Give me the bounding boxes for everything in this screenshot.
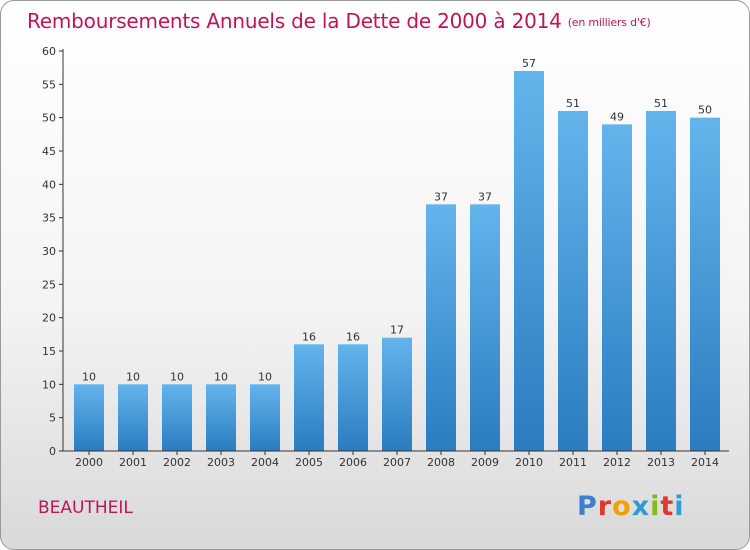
x-tick-label: 2014 <box>691 456 719 469</box>
bar-2011 <box>558 111 588 451</box>
x-tick-label: 2009 <box>471 456 499 469</box>
y-tick-label: 60 <box>42 45 56 58</box>
x-tick-label: 2006 <box>339 456 367 469</box>
y-tick-label: 45 <box>42 145 56 158</box>
x-tick-label: 2001 <box>119 456 147 469</box>
bar-value-label: 51 <box>566 97 580 110</box>
bar-2009 <box>470 204 500 451</box>
y-tick-label: 5 <box>49 412 56 425</box>
bar-value-label: 16 <box>346 330 360 343</box>
bar-2002 <box>162 384 192 451</box>
bar-2006 <box>338 344 368 451</box>
bar-2005 <box>294 344 324 451</box>
x-tick-label: 2008 <box>427 456 455 469</box>
y-tick-label: 20 <box>42 312 56 325</box>
bar-value-label: 49 <box>610 110 624 123</box>
bar-value-label: 50 <box>698 104 712 117</box>
x-tick-label: 2012 <box>603 456 631 469</box>
x-tick-label: 2011 <box>559 456 587 469</box>
x-tick-label: 2013 <box>647 456 675 469</box>
bar-2007 <box>382 337 412 451</box>
y-tick-label: 55 <box>42 78 56 91</box>
bar-value-label: 37 <box>434 190 448 203</box>
x-tick-label: 2002 <box>163 456 191 469</box>
x-tick-label: 2010 <box>515 456 543 469</box>
y-tick-label: 40 <box>42 178 56 191</box>
bar-value-label: 51 <box>654 97 668 110</box>
y-tick-label: 10 <box>42 378 56 391</box>
bar-2010 <box>514 71 544 451</box>
chart-subtitle: (en milliers d'€) <box>567 16 651 29</box>
x-tick-label: 2004 <box>251 456 279 469</box>
y-tick-label: 15 <box>42 345 56 358</box>
y-tick-label: 0 <box>49 445 56 458</box>
bar-2008 <box>426 204 456 451</box>
bar-value-label: 10 <box>126 370 140 383</box>
bar-2013 <box>646 111 676 451</box>
x-tick-label: 2007 <box>383 456 411 469</box>
x-tick-label: 2005 <box>295 456 323 469</box>
bar-2004 <box>250 384 280 451</box>
bar-value-label: 17 <box>390 324 404 337</box>
bar-value-label: 37 <box>478 190 492 203</box>
bar-value-label: 16 <box>302 330 316 343</box>
bar-value-label: 10 <box>214 370 228 383</box>
x-tick-label: 2000 <box>75 456 103 469</box>
bar-2003 <box>206 384 236 451</box>
bar-value-label: 10 <box>258 370 272 383</box>
commune-name: BEAUTHEIL <box>38 498 133 518</box>
x-tick-label: 2003 <box>207 456 235 469</box>
bar-value-label: 57 <box>522 57 536 70</box>
chart-title: Remboursements Annuels de la Dette de 20… <box>27 9 651 33</box>
bar-value-label: 10 <box>82 370 96 383</box>
y-tick-label: 25 <box>42 278 56 291</box>
y-tick-label: 50 <box>42 112 56 125</box>
bar-value-label: 10 <box>170 370 184 383</box>
bar-2012 <box>602 124 632 451</box>
proxiti-logo[interactable]: Proxiti <box>577 491 685 522</box>
bar-2000 <box>74 384 104 451</box>
chart-title-text: Remboursements Annuels de la Dette de 20… <box>27 9 562 33</box>
y-tick-label: 35 <box>42 212 56 225</box>
bar-2014 <box>690 117 720 452</box>
bar-2001 <box>118 384 148 451</box>
y-tick-label: 30 <box>42 245 56 258</box>
